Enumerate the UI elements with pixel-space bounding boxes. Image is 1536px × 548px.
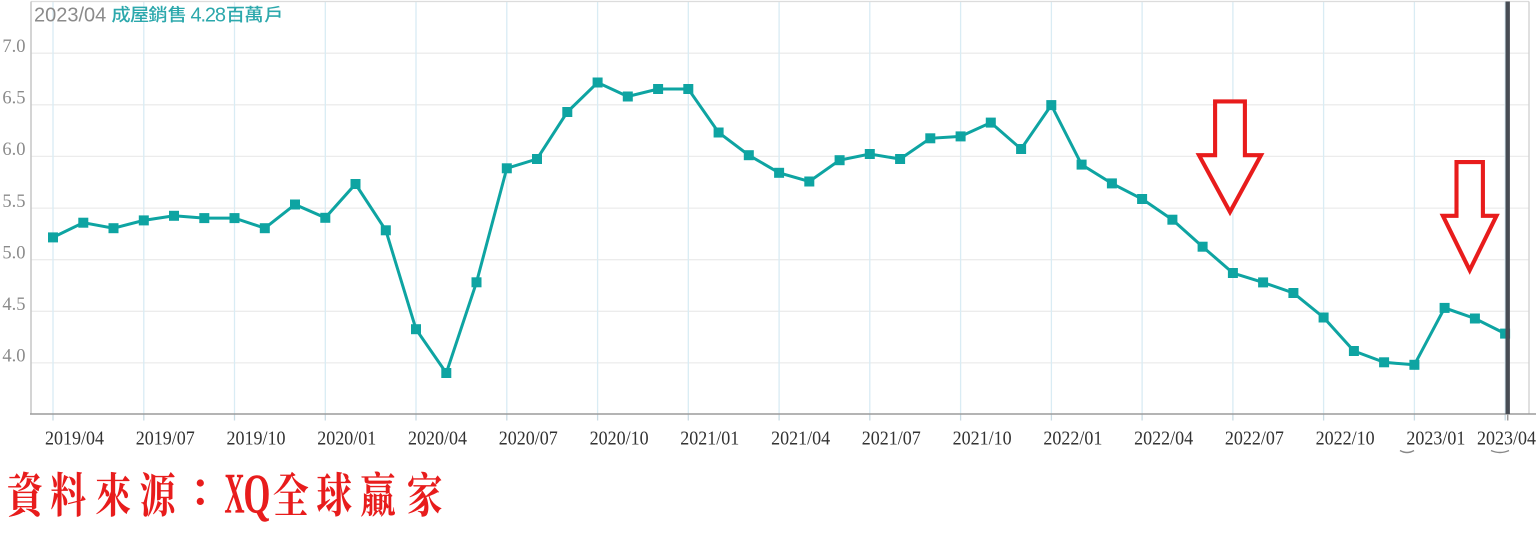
svg-text:7.0: 7.0 — [2, 37, 25, 57]
svg-text:2019/10: 2019/10 — [227, 428, 286, 449]
svg-text:6.5: 6.5 — [2, 89, 25, 109]
svg-text:2022/01: 2022/01 — [1043, 428, 1102, 449]
svg-text:2022/04: 2022/04 — [1134, 428, 1193, 449]
svg-text:2020/07: 2020/07 — [499, 428, 558, 449]
svg-text:2023/01: 2023/01 — [1406, 428, 1465, 449]
svg-text:4.0: 4.0 — [2, 347, 25, 367]
svg-text:2021/07: 2021/07 — [862, 428, 921, 449]
svg-text:2020/10: 2020/10 — [590, 428, 649, 449]
svg-text:5.0: 5.0 — [2, 244, 25, 264]
svg-text:6.0: 6.0 — [2, 140, 25, 160]
svg-text:2022/07: 2022/07 — [1225, 428, 1284, 449]
svg-text:2019/07: 2019/07 — [136, 428, 195, 449]
svg-text:2021/10: 2021/10 — [953, 428, 1012, 449]
svg-text:4.28: 4.28 — [191, 5, 227, 27]
svg-text:2020/01: 2020/01 — [317, 428, 376, 449]
svg-text:4.5: 4.5 — [2, 295, 25, 315]
svg-text:2023/04: 2023/04 — [1477, 428, 1536, 449]
svg-text:2019/04: 2019/04 — [45, 428, 104, 449]
svg-text:2020/04: 2020/04 — [408, 428, 467, 449]
svg-text:2021/01: 2021/01 — [680, 428, 739, 449]
svg-text:2023/04: 2023/04 — [34, 5, 106, 27]
svg-text:5.5: 5.5 — [2, 192, 25, 212]
svg-text:2022/10: 2022/10 — [1316, 428, 1375, 449]
svg-text:2021/04: 2021/04 — [771, 428, 830, 449]
